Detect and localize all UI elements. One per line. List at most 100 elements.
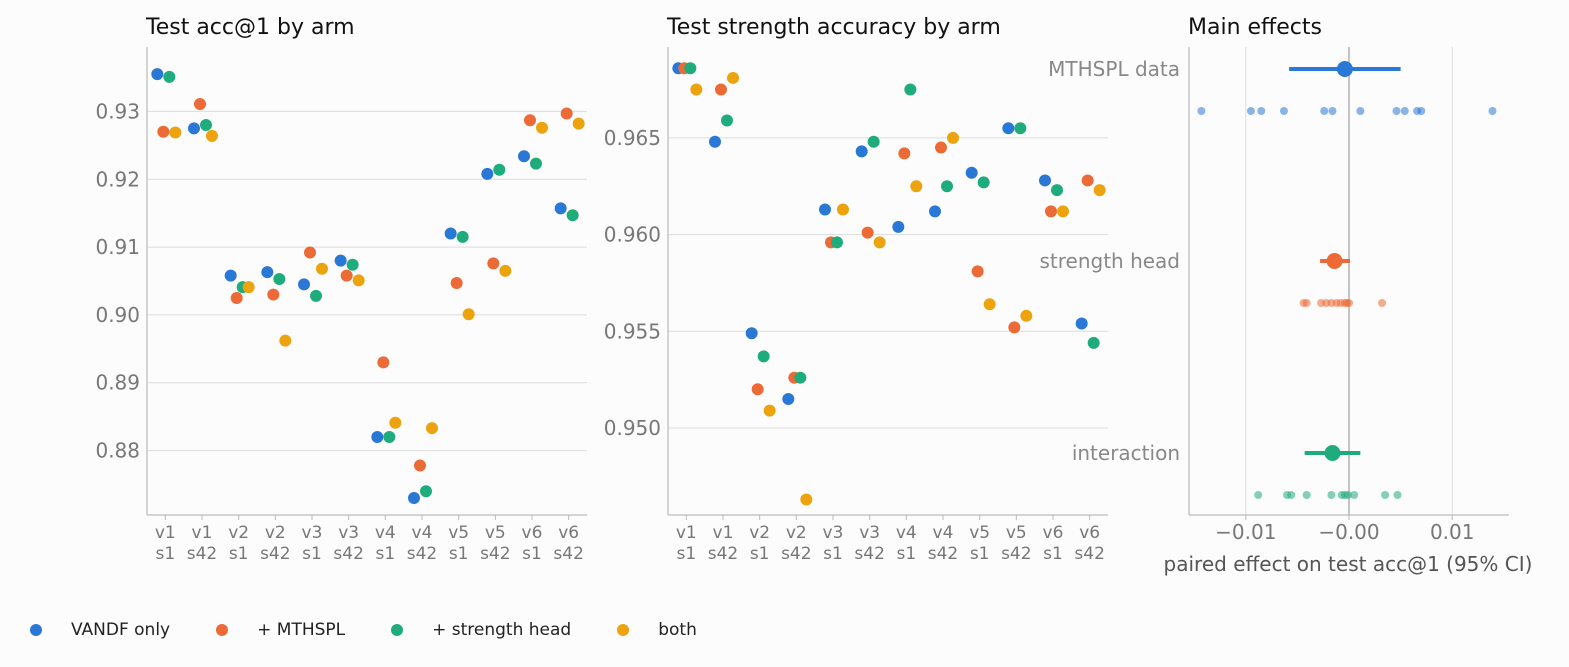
x-tick-label: v6	[522, 523, 543, 543]
x-tick-label: v5	[1006, 523, 1027, 543]
y-tick-label: 0.90	[95, 303, 140, 327]
x-tick-label: s42	[928, 544, 959, 564]
x-tick-label: s1	[229, 544, 249, 564]
data-point	[224, 269, 237, 282]
data-point	[304, 246, 316, 259]
pair-point	[1488, 107, 1497, 115]
legend-marker	[216, 624, 229, 636]
data-point	[493, 163, 506, 176]
x-tick-label: v1	[192, 523, 213, 543]
x-tick-label: s1	[970, 544, 990, 564]
data-point	[267, 288, 280, 301]
effect-label: MTHSPL data	[1048, 57, 1180, 81]
data-point	[898, 147, 911, 160]
pair-point	[1328, 107, 1337, 115]
pair-point	[1417, 107, 1426, 115]
effect-mean	[1324, 445, 1341, 461]
x-tick-label: s42	[187, 544, 218, 564]
y-tick-label: 0.88	[95, 439, 140, 463]
y-tick-label: 0.91	[95, 235, 140, 259]
data-point	[242, 281, 255, 294]
x-tick-label: s1	[522, 544, 542, 564]
panel-title: Test acc@1 by arm	[145, 15, 355, 40]
data-point	[200, 119, 212, 131]
legend-marker	[30, 624, 42, 636]
panel-title: Test strength accuracy by arm	[666, 15, 1001, 40]
x-tick-label: v2	[265, 523, 286, 543]
pair-point	[1381, 491, 1390, 499]
x-tick-label: v4	[896, 523, 917, 543]
x-tick-label: s1	[449, 544, 469, 564]
data-point	[444, 227, 457, 240]
data-point	[352, 274, 365, 287]
data-point	[855, 145, 868, 158]
data-point	[334, 254, 347, 267]
x-tick-label: v6	[1079, 523, 1100, 543]
data-point	[892, 220, 905, 233]
y-tick-label: 0.960	[604, 223, 661, 247]
x-tick-label: s42	[480, 544, 511, 564]
data-point	[1002, 122, 1015, 135]
pair-point	[1197, 107, 1206, 115]
x-tick-label: 0.01	[1430, 520, 1475, 544]
legend-item: + strength head	[391, 620, 571, 640]
x-tick-label: −0.01	[1215, 520, 1276, 544]
data-point	[941, 180, 953, 193]
effect-mean	[1326, 253, 1343, 269]
data-point	[1087, 336, 1100, 349]
data-point	[572, 117, 585, 130]
x-tick-label: v1	[676, 523, 697, 543]
data-point	[536, 121, 548, 134]
x-tick-label: s42	[708, 544, 739, 564]
data-point	[194, 97, 206, 110]
legend-item: VANDF only	[30, 620, 170, 640]
x-axis-label: paired effect on test acc@1 (95% CI)	[1164, 552, 1533, 576]
data-point	[709, 135, 721, 148]
x-tick-label: v5	[969, 523, 990, 543]
data-point	[782, 392, 795, 405]
pair-point	[1378, 299, 1387, 307]
data-point	[481, 167, 494, 180]
pair-point	[1400, 107, 1409, 115]
data-point	[414, 459, 426, 472]
x-tick-label: s42	[260, 544, 291, 564]
data-point	[904, 83, 917, 96]
x-tick-label: s42	[553, 544, 584, 564]
data-point	[316, 262, 328, 275]
y-tick-label: 0.965	[604, 126, 661, 150]
legend-label: + MTHSPL	[257, 620, 346, 640]
pair-point	[1327, 491, 1336, 499]
data-point	[456, 230, 469, 243]
pair-point	[1302, 299, 1311, 307]
data-point	[819, 203, 831, 216]
pair-point	[1392, 107, 1401, 115]
data-point	[273, 272, 286, 285]
data-point	[518, 150, 530, 163]
data-point	[346, 258, 359, 271]
data-point	[965, 166, 978, 179]
x-tick-label: v4	[933, 523, 954, 543]
pair-point	[1356, 107, 1365, 115]
data-point	[310, 289, 322, 302]
effect-label: strength head	[1039, 249, 1180, 273]
data-point	[1020, 309, 1033, 322]
x-tick-label: v3	[823, 523, 844, 543]
data-point	[566, 209, 579, 222]
data-point	[763, 404, 776, 417]
pair-point	[1287, 491, 1296, 499]
x-tick-label: v3	[338, 523, 359, 543]
x-tick-label: v3	[302, 523, 323, 543]
data-point	[1075, 317, 1088, 330]
x-tick-label: s42	[781, 544, 812, 564]
data-point	[971, 265, 984, 278]
data-point	[371, 431, 384, 443]
x-tick-label: v6	[1043, 523, 1064, 543]
x-tick-label: s42	[333, 544, 364, 564]
pair-point	[1343, 491, 1352, 499]
y-tick-label: 0.92	[95, 167, 140, 191]
legend-marker	[617, 624, 630, 636]
y-tick-label: 0.89	[95, 371, 140, 395]
x-tick-label: v2	[786, 523, 807, 543]
pair-point	[1345, 299, 1353, 307]
